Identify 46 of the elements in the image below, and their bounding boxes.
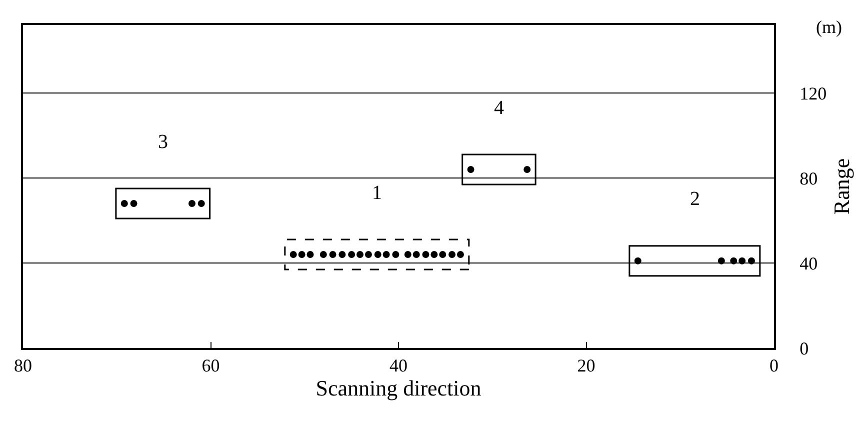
point [439, 251, 446, 258]
point [404, 251, 412, 258]
y-tick-label: 80 [800, 168, 818, 188]
point [298, 251, 306, 258]
point [430, 251, 438, 258]
point [718, 257, 725, 264]
point [130, 200, 138, 207]
text: 1 [372, 182, 382, 204]
point [356, 251, 364, 258]
x-tick-label: 40 [390, 356, 408, 376]
point [329, 251, 336, 258]
point [412, 251, 420, 258]
point [730, 257, 738, 264]
x-tick-label: 20 [577, 356, 596, 376]
point [382, 251, 390, 258]
point [467, 166, 474, 173]
point [748, 257, 755, 264]
text: 3 [158, 131, 168, 153]
point [338, 251, 346, 258]
point [374, 251, 382, 258]
text: (m) [816, 17, 842, 37]
point [422, 251, 430, 258]
x-tick-label: 60 [202, 356, 220, 376]
text: 4 [494, 97, 504, 119]
point [364, 251, 372, 258]
y-axis-title: Range [829, 158, 854, 215]
point [198, 200, 205, 207]
x-tick-label: 80 [14, 356, 32, 376]
y-tick-label: 0 [800, 338, 809, 358]
x-tick-label: 0 [770, 356, 778, 376]
point [348, 251, 356, 258]
point [524, 166, 531, 173]
y-tick-label: 40 [800, 253, 818, 274]
text: 2 [690, 188, 700, 210]
x-axis-title: Scanning direction [316, 376, 482, 401]
point [320, 251, 327, 258]
point [456, 251, 464, 258]
point [738, 257, 746, 264]
point [448, 251, 456, 258]
y-tick-label: 120 [800, 83, 827, 104]
point [392, 251, 400, 258]
point [306, 251, 314, 258]
point [634, 257, 642, 264]
point [120, 200, 128, 207]
point [290, 251, 297, 258]
point [188, 200, 196, 207]
